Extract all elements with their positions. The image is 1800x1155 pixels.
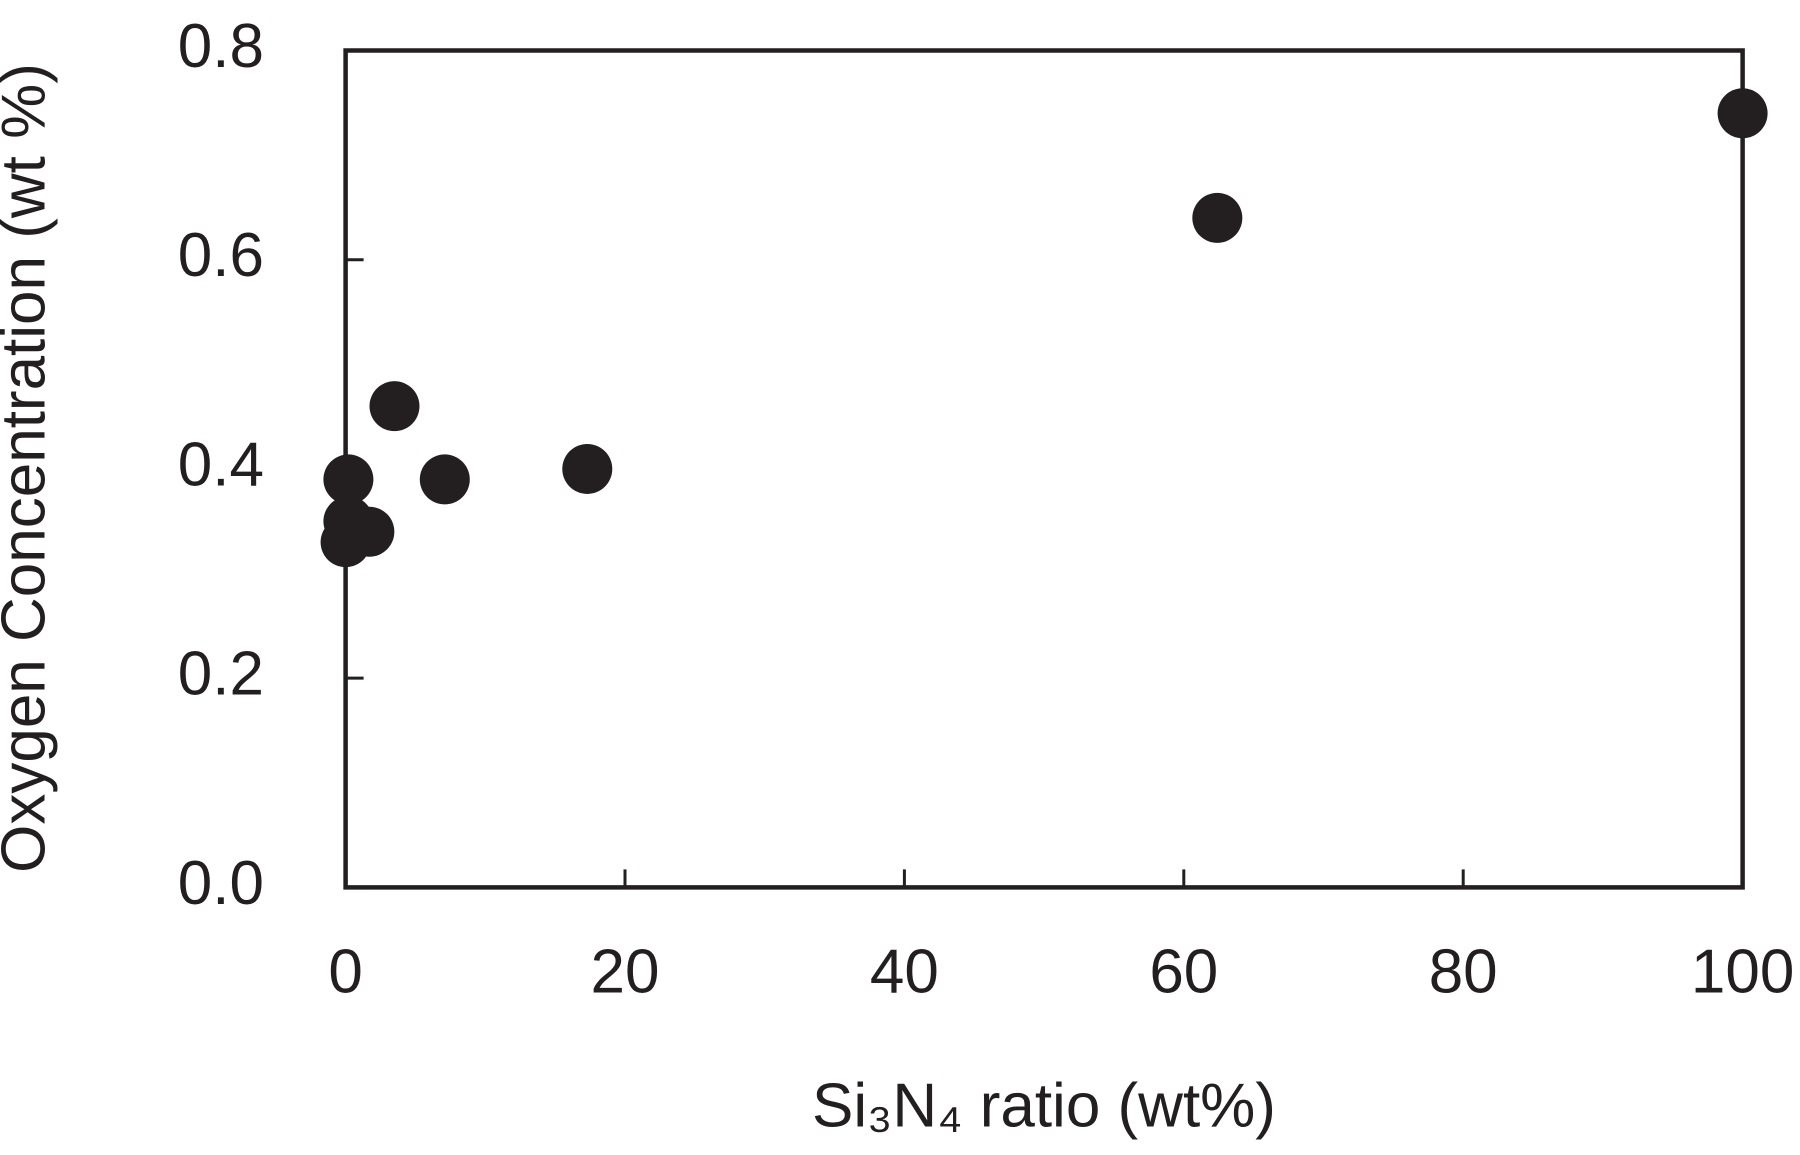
x-axis-label: Si₃N₄ ratio (wt%) (812, 1071, 1276, 1140)
x-tick-label: 100 (1691, 937, 1794, 1006)
y-axis-label: Oxygen Concentration (wt %) (0, 63, 58, 873)
data-point (320, 517, 371, 568)
y-tick-label: 0.4 (178, 430, 264, 499)
y-tick-label: 0.0 (178, 849, 264, 918)
data-point (369, 381, 420, 432)
data-point (1192, 192, 1243, 243)
data-point (1717, 88, 1768, 139)
x-tick-label: 60 (1149, 937, 1218, 1006)
y-tick-label: 0.8 (178, 12, 264, 81)
y-tick-label: 0.2 (178, 640, 264, 709)
x-tick-label: 80 (1429, 937, 1498, 1006)
plot-frame (343, 48, 1745, 890)
data-point (419, 454, 470, 505)
x-tick-label: 20 (591, 937, 660, 1006)
data-point (323, 454, 374, 505)
data-point (562, 443, 613, 494)
x-tick-label: 0 (328, 937, 362, 1006)
x-tick-label: 40 (870, 937, 939, 1006)
y-tick-label: 0.6 (178, 221, 264, 290)
